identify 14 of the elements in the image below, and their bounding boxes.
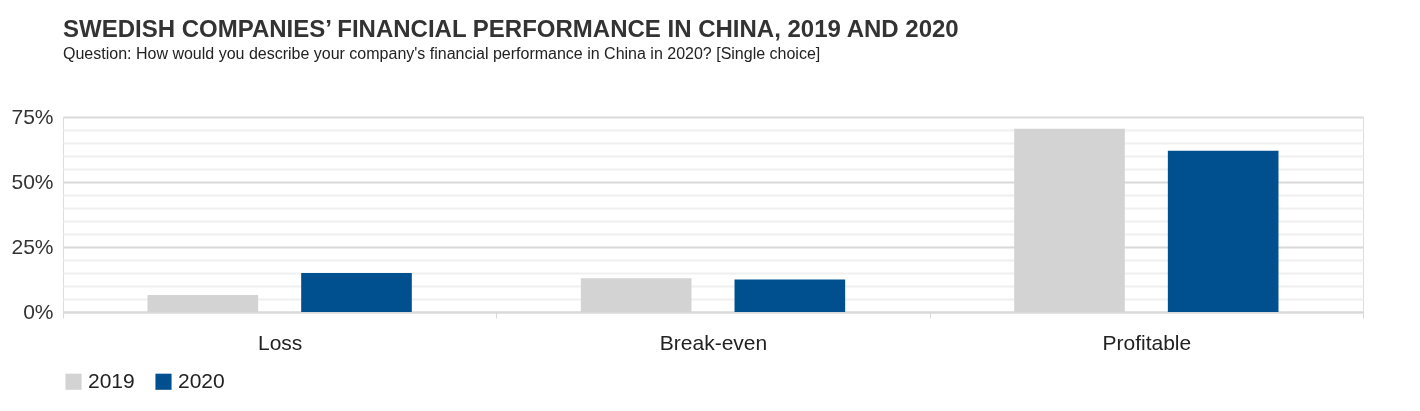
y-tick-label: 25% [11,234,54,258]
legend-label: 2020 [178,368,225,392]
bar [1167,150,1279,312]
x-tick-label: Break-even [659,330,768,354]
y-tick-label: 50% [11,169,54,193]
y-tick-label: 75% [11,104,54,128]
bar [301,273,412,312]
chart-title: SWEDISH COMPANIES’ FINANCIAL PERFORMANCE IN CHINA, 2019 AND 2020 [63,15,959,42]
x-tick-label: Profitable [1102,330,1192,354]
y-tick-label: 0% [23,299,54,323]
bar [734,279,846,312]
x-tick-label: Loss [257,330,303,354]
chart-subtitle: Question: How would you describe your company's financial performance in China in 2020? [Single choice] [63,45,821,62]
legend-label: 2019 [88,368,135,392]
